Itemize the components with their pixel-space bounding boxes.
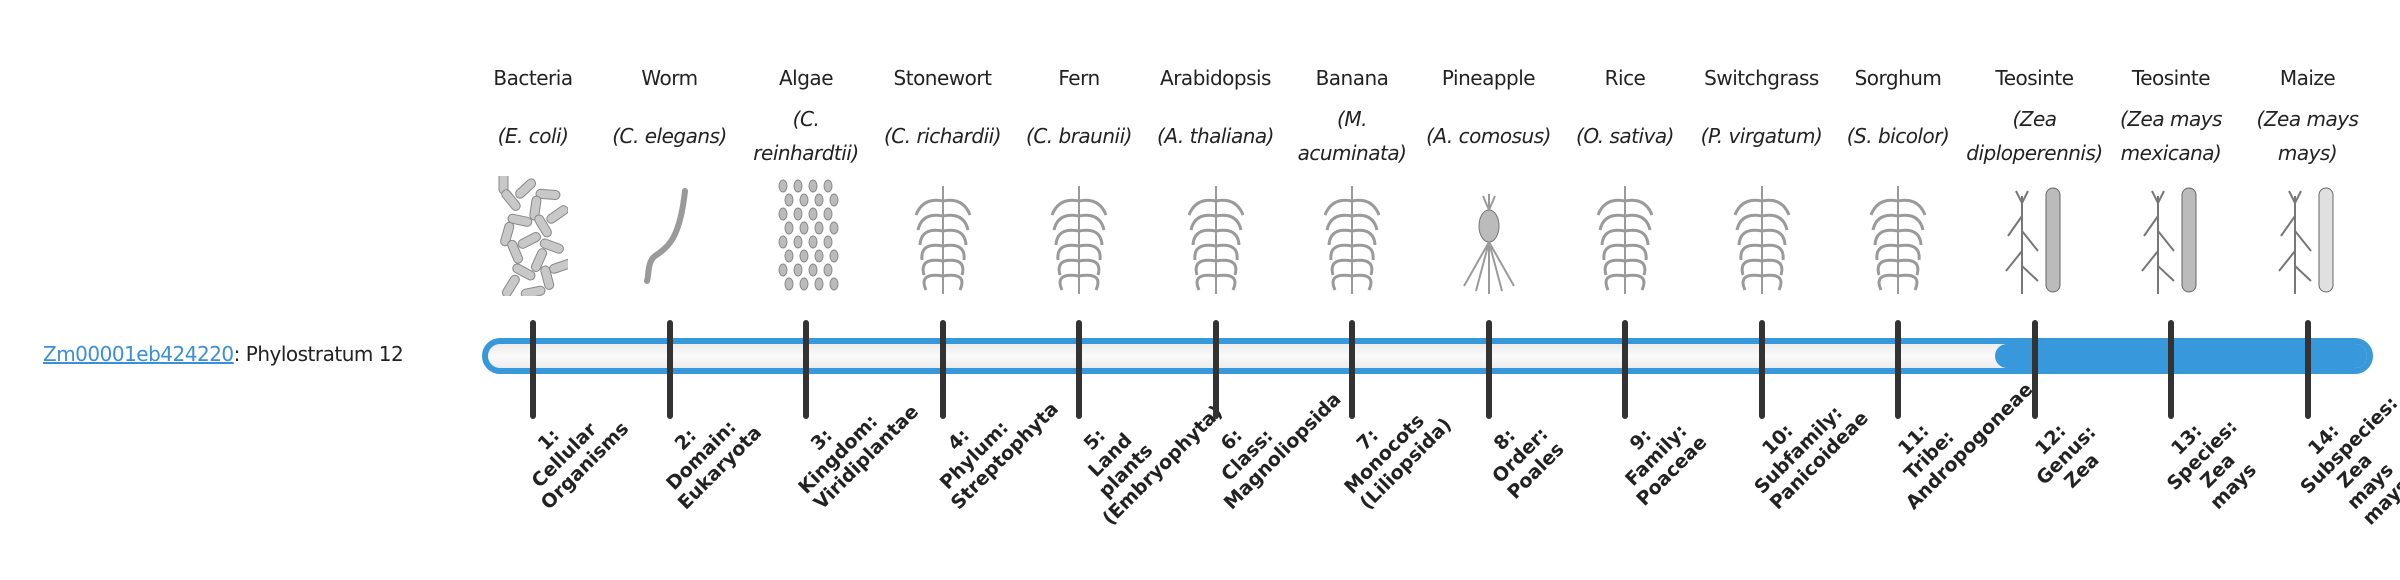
organism-scientific-name: (Zea mays mexicana) [2120,107,2222,165]
stratum-tick [530,320,536,419]
organism-column: Rice (O. sativa) [1557,60,1693,298]
organism-scientific-name: (M. acuminata) [1297,107,1407,165]
organism-scientific-name: (E. coli) [497,124,569,148]
stratum-tick [2304,320,2311,419]
rice-illustration [1557,176,1693,298]
stratum-tick [666,320,673,419]
organism-scientific-name: (Zea diploperennis) [1966,107,2103,165]
stratum-label: 10: Subfamily: Panicoideae [1749,401,1873,515]
stratum-label: 2: Domain: Eukaryota [661,416,766,515]
stratum-tick [1895,320,1901,419]
organism-scientific-name: (P. virgatum) [1700,124,1823,148]
banana-illustration [1284,176,1420,298]
stratum-label: 3: Kingdom: Viridiplantae [794,400,923,515]
organism-column: Algae (C. reinhardtii) [738,60,874,298]
organism-common-name: Switchgrass [1704,66,1819,90]
organism-scientific-name: (A. thaliana) [1157,124,1274,148]
phylostratum-bar-fill [1995,344,2367,368]
organism-column: Maize (Zea mays mays) [2240,60,2376,298]
organism-column: Worm (C. elegans) [602,60,738,298]
stratum-label: 13: Species: Zea mays [2162,415,2261,514]
fern-illustration [1011,176,1147,298]
stratum-label: 8: Order: Poales [1487,423,1569,504]
organism-common-name: Teosinte [2131,66,2211,90]
teosinte-illustration [1967,176,2103,298]
stratum-tick [1349,320,1355,419]
organism-column: Teosinte (Zea mays mexicana) [2103,60,2239,298]
stratum-label: 4: Phylum: Streptophyta [935,397,1063,515]
organism-scientific-name: (C. richardii) [883,124,1002,148]
organism-common-name: Fern [1058,66,1100,90]
organism-common-name: Sorghum [1854,66,1942,90]
pineapple-illustration [1421,176,1557,298]
phylostratum-bar [482,338,2373,374]
organism-common-name: Algae [779,66,834,90]
stratum-tick [1076,320,1082,419]
organism-column: Bacteria (E. coli) [465,60,601,298]
organism-column: Switchgrass (P. virgatum) [1694,60,1830,298]
worm-illustration [602,176,738,298]
gene-id-link[interactable]: Zm00001eb424220 [43,342,234,366]
organism-common-name: Pineapple [1441,66,1536,90]
stratum-tick [939,320,946,419]
phylostratum-text: : Phylostratum 12 [233,342,404,366]
sorghum-illustration [1830,176,1966,298]
stratum-tick [1758,320,1765,419]
organism-common-name: Bacteria [493,66,573,90]
stratum-label: 12: Genus: Zea [2030,419,2104,493]
teosinte-illustration [2103,176,2239,298]
organism-column: Stonewort (C. richardii) [875,60,1011,298]
arabidopsis-illustration [1148,176,1284,298]
stonewort-illustration [875,176,1011,298]
organism-column: Sorghum (S. bicolor) [1830,60,1966,298]
stratum-label: 11: Tribe: Andropogoneae [1893,378,2038,515]
organism-common-name: Worm [641,66,698,90]
organism-scientific-name: (Zea mays mays) [2256,107,2359,165]
organism-common-name: Teosinte [1995,66,2074,90]
organism-column: Teosinte (Zea diploperennis) [1966,60,2103,298]
organism-common-name: Rice [1604,66,1646,90]
organism-scientific-name: (O. sativa) [1576,124,1674,148]
gene-phylostratum-label: Zm00001eb424220: Phylostratum 12 [43,342,404,366]
stratum-tick [2168,320,2174,419]
switchgrass-illustration [1694,176,1830,298]
stratum-label: 7: Monocots (Liliopsida) [1340,409,1457,515]
stratum-label: 1: Cellular Organisms [527,417,634,515]
bacteria-illustration [465,176,601,298]
stratum-tick [1485,320,1492,419]
organism-common-name: Stonewort [893,66,992,90]
organism-scientific-name: (C. reinhardtii) [753,107,859,165]
algae-illustration [738,176,874,298]
stratum-tick [1212,320,1219,419]
organism-scientific-name: (C. elegans) [612,124,727,148]
organism-common-name: Banana [1315,66,1389,90]
organism-common-name: Arabidopsis [1160,66,1271,90]
maize-illustration [2240,176,2376,298]
stratum-label: 14: Subspecies: Zea mays mays [2295,392,2400,530]
organism-column: Banana (M. acuminata) [1284,60,1420,298]
organism-column: Pineapple (A. comosus) [1421,60,1557,298]
organism-scientific-name: (A. comosus) [1426,124,1551,148]
stratum-tick [803,320,809,419]
organism-scientific-name: (C. braunii) [1026,124,1132,148]
stratum-tick [1622,320,1628,419]
organism-common-name: Maize [2279,66,2336,90]
organism-column: Arabidopsis (A. thaliana) [1148,60,1284,298]
stratum-tick [2031,320,2038,419]
stratum-label: 9: Family: Poaceae [1621,420,1712,511]
stratum-label: 5: Land plants (Embryophyta) [1079,400,1227,530]
organism-scientific-name: (S. bicolor) [1846,124,1950,148]
organism-column: Fern (C. braunii) [1011,60,1147,298]
